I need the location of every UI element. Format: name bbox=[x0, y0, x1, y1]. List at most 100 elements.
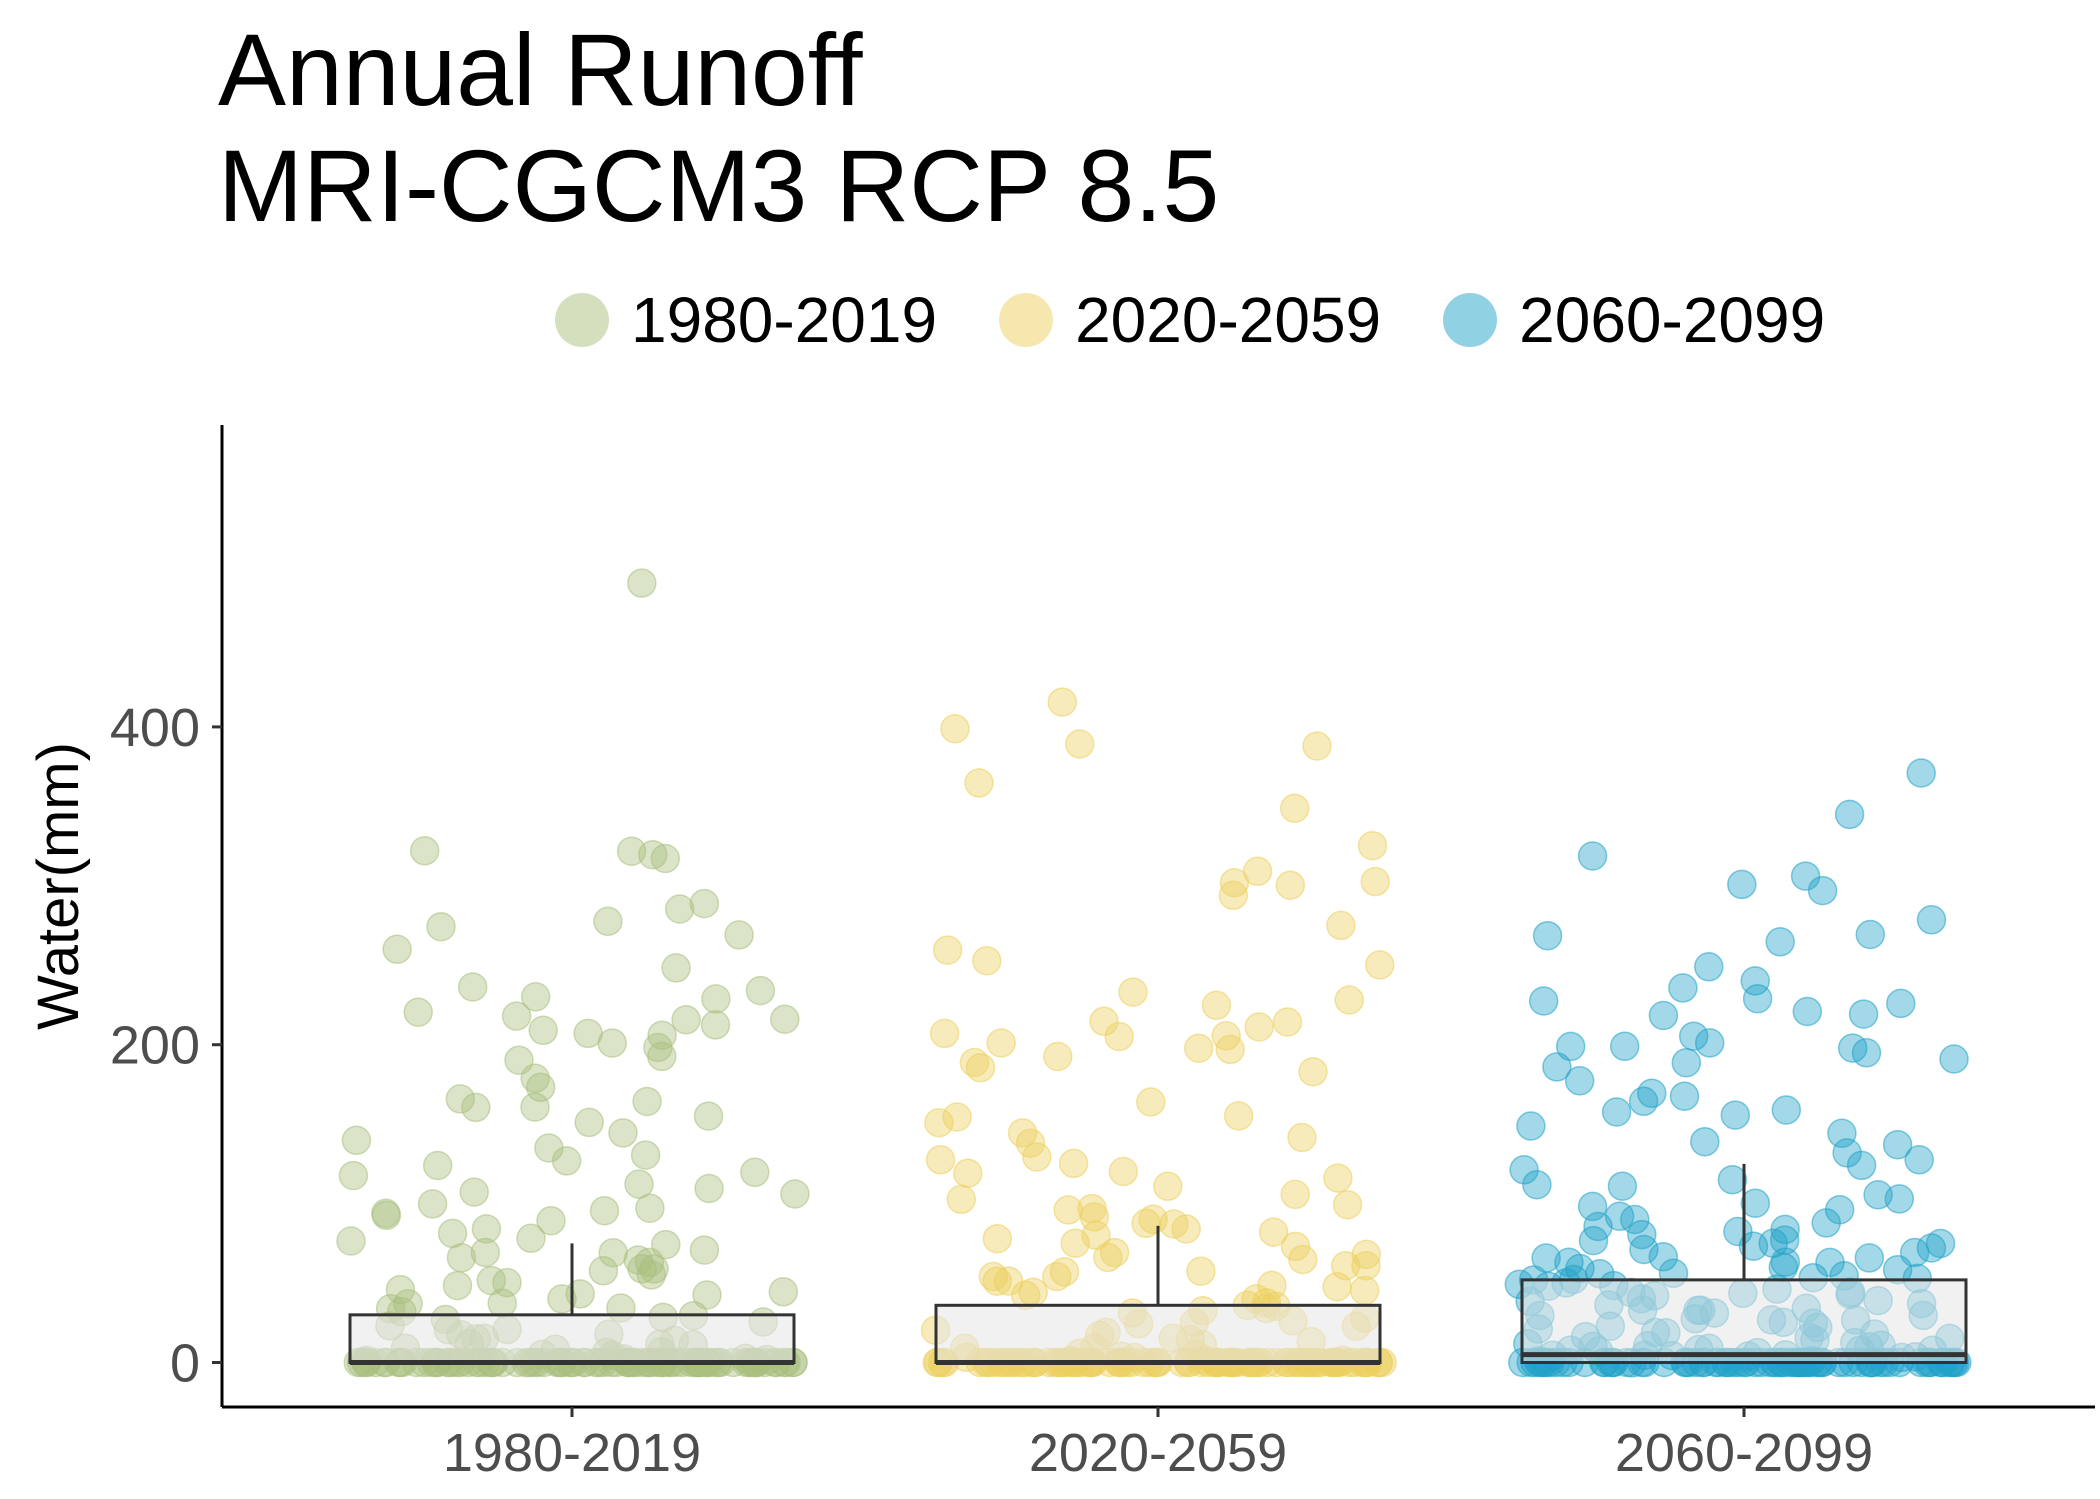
data-point bbox=[946, 1184, 977, 1215]
legend-item-2020-2059: 2020-2059 bbox=[999, 283, 1381, 357]
data-point bbox=[1637, 1078, 1667, 1109]
data-point bbox=[701, 984, 731, 1014]
data-point bbox=[1916, 905, 1947, 935]
data-point bbox=[1360, 866, 1391, 897]
data-point bbox=[588, 1256, 619, 1286]
data-point bbox=[1131, 1208, 1161, 1239]
data-point bbox=[740, 1157, 770, 1188]
data-point bbox=[1846, 1150, 1877, 1181]
data-point bbox=[403, 997, 433, 1027]
data-point bbox=[1555, 1031, 1586, 1062]
data-point bbox=[624, 1169, 654, 1199]
data-point bbox=[1601, 1097, 1632, 1127]
data-point bbox=[638, 839, 668, 870]
data-point bbox=[959, 1047, 990, 1078]
data-point bbox=[1851, 1038, 1882, 1068]
data-point bbox=[501, 1001, 532, 1031]
data-point bbox=[1153, 1171, 1183, 1202]
data-point bbox=[1298, 1056, 1328, 1087]
legend-key-2060-2099 bbox=[1443, 293, 1498, 347]
data-point bbox=[445, 1084, 476, 1114]
points-layer bbox=[336, 568, 1972, 1378]
data-point bbox=[1280, 1179, 1310, 1210]
data-point bbox=[1792, 996, 1823, 1027]
data-point bbox=[1365, 950, 1395, 980]
data-point bbox=[461, 1092, 491, 1123]
data-point bbox=[1357, 830, 1388, 861]
data-point bbox=[1740, 1188, 1771, 1218]
data-point bbox=[1351, 1250, 1381, 1281]
legend-item-2060-2099: 2060-2099 bbox=[1443, 283, 1825, 357]
data-point bbox=[1855, 919, 1886, 950]
data-point bbox=[1671, 1047, 1702, 1078]
data-point bbox=[1906, 758, 1936, 788]
data-point bbox=[982, 1223, 1013, 1254]
data-point bbox=[516, 1223, 546, 1254]
boxplot-box bbox=[1520, 1278, 1968, 1365]
data-point bbox=[1218, 880, 1249, 911]
data-point bbox=[1694, 952, 1724, 982]
data-point bbox=[1904, 1145, 1934, 1175]
data-point bbox=[1738, 1231, 1769, 1261]
data-point bbox=[724, 920, 754, 950]
data-point bbox=[770, 1004, 800, 1034]
data-point bbox=[1648, 1242, 1679, 1272]
data-point bbox=[647, 1041, 677, 1072]
data-point bbox=[650, 843, 681, 874]
data-point bbox=[671, 1005, 701, 1035]
data-point bbox=[636, 1260, 667, 1290]
boxplot-2060-2099 bbox=[1520, 1163, 1968, 1365]
data-point bbox=[1720, 1100, 1751, 1130]
data-point bbox=[470, 1237, 501, 1268]
data-point bbox=[409, 836, 440, 866]
data-point bbox=[446, 1242, 477, 1273]
data-point bbox=[1326, 910, 1356, 941]
data-point bbox=[520, 1092, 550, 1122]
data-point bbox=[1288, 1244, 1318, 1275]
data-point bbox=[520, 1063, 550, 1094]
data-point bbox=[1089, 1006, 1119, 1037]
data-point bbox=[1620, 1204, 1650, 1235]
data-point bbox=[1007, 1118, 1038, 1148]
data-point bbox=[1765, 927, 1795, 957]
data-point bbox=[1093, 1242, 1123, 1273]
data-point bbox=[1219, 868, 1250, 898]
data-point bbox=[1648, 1000, 1679, 1031]
data-point bbox=[471, 1214, 502, 1244]
data-point bbox=[1136, 1087, 1166, 1117]
y-tick-label: 400 bbox=[110, 698, 200, 758]
data-point bbox=[1694, 1028, 1725, 1058]
data-point bbox=[1925, 1228, 1956, 1259]
data-point bbox=[780, 1179, 810, 1209]
data-point bbox=[1609, 1031, 1640, 1062]
data-point bbox=[1302, 731, 1332, 761]
data-point bbox=[1015, 1128, 1046, 1158]
legend-label-2060-2099: 2060-2099 bbox=[1519, 284, 1826, 356]
data-point bbox=[661, 953, 691, 983]
boxplot-box bbox=[348, 1313, 796, 1365]
data-point bbox=[1043, 1041, 1073, 1072]
data-point bbox=[1607, 1171, 1638, 1201]
data-point bbox=[1159, 1209, 1189, 1239]
data-point bbox=[589, 1195, 620, 1226]
data-point bbox=[459, 1177, 489, 1207]
chart-title: Annual Runoff MRI-CGCM3 RCP 8.5 bbox=[218, 12, 1219, 244]
data-point bbox=[1322, 1271, 1352, 1302]
data-point bbox=[768, 1277, 799, 1307]
data-point bbox=[1886, 988, 1916, 1019]
data-point bbox=[1258, 1217, 1289, 1247]
data-point bbox=[953, 1158, 983, 1188]
data-point bbox=[520, 982, 551, 1012]
data-point bbox=[336, 1226, 366, 1256]
data-point bbox=[341, 1125, 372, 1156]
data-point bbox=[972, 945, 1002, 976]
data-point bbox=[551, 1146, 582, 1176]
data-point bbox=[1769, 1225, 1800, 1255]
data-point bbox=[1564, 1066, 1595, 1096]
data-point bbox=[1272, 1007, 1303, 1037]
data-point bbox=[942, 1102, 972, 1132]
data-point bbox=[692, 1280, 722, 1310]
chart-title-line-1: Annual Runoff bbox=[218, 13, 863, 127]
data-point bbox=[1108, 1156, 1139, 1187]
data-point bbox=[1848, 999, 1879, 1029]
